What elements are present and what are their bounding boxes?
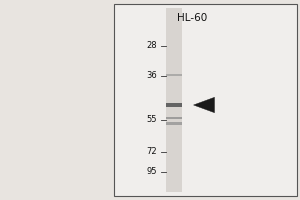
FancyBboxPatch shape	[166, 74, 182, 76]
Text: 95: 95	[146, 168, 157, 176]
FancyBboxPatch shape	[166, 117, 182, 119]
FancyBboxPatch shape	[166, 103, 182, 107]
FancyBboxPatch shape	[166, 122, 182, 125]
FancyBboxPatch shape	[114, 4, 297, 196]
Text: HL-60: HL-60	[177, 13, 207, 23]
Text: 36: 36	[146, 72, 157, 80]
Polygon shape	[194, 97, 214, 113]
Text: 28: 28	[146, 42, 157, 50]
Text: 55: 55	[146, 116, 157, 124]
FancyBboxPatch shape	[166, 8, 182, 192]
Text: 72: 72	[146, 148, 157, 156]
